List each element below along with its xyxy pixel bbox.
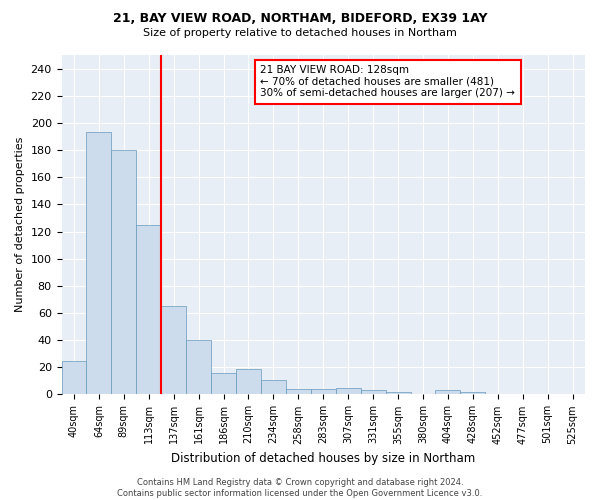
Bar <box>161 306 186 394</box>
Bar <box>86 132 112 394</box>
Bar <box>460 392 485 394</box>
Text: 21, BAY VIEW ROAD, NORTHAM, BIDEFORD, EX39 1AY: 21, BAY VIEW ROAD, NORTHAM, BIDEFORD, EX… <box>113 12 487 26</box>
Bar <box>136 224 161 394</box>
Bar <box>112 150 136 394</box>
Bar <box>311 389 336 394</box>
Y-axis label: Number of detached properties: Number of detached properties <box>15 137 25 312</box>
Bar <box>236 368 261 394</box>
X-axis label: Distribution of detached houses by size in Northam: Distribution of detached houses by size … <box>171 452 475 465</box>
Bar <box>386 392 410 394</box>
Bar <box>336 388 361 394</box>
Bar <box>261 380 286 394</box>
Bar <box>286 389 311 394</box>
Bar <box>436 390 460 394</box>
Bar <box>361 390 386 394</box>
Text: Contains HM Land Registry data © Crown copyright and database right 2024.
Contai: Contains HM Land Registry data © Crown c… <box>118 478 482 498</box>
Bar <box>186 340 211 394</box>
Bar <box>211 372 236 394</box>
Text: 21 BAY VIEW ROAD: 128sqm
← 70% of detached houses are smaller (481)
30% of semi-: 21 BAY VIEW ROAD: 128sqm ← 70% of detach… <box>260 65 515 98</box>
Text: Size of property relative to detached houses in Northam: Size of property relative to detached ho… <box>143 28 457 38</box>
Bar <box>62 360 86 394</box>
